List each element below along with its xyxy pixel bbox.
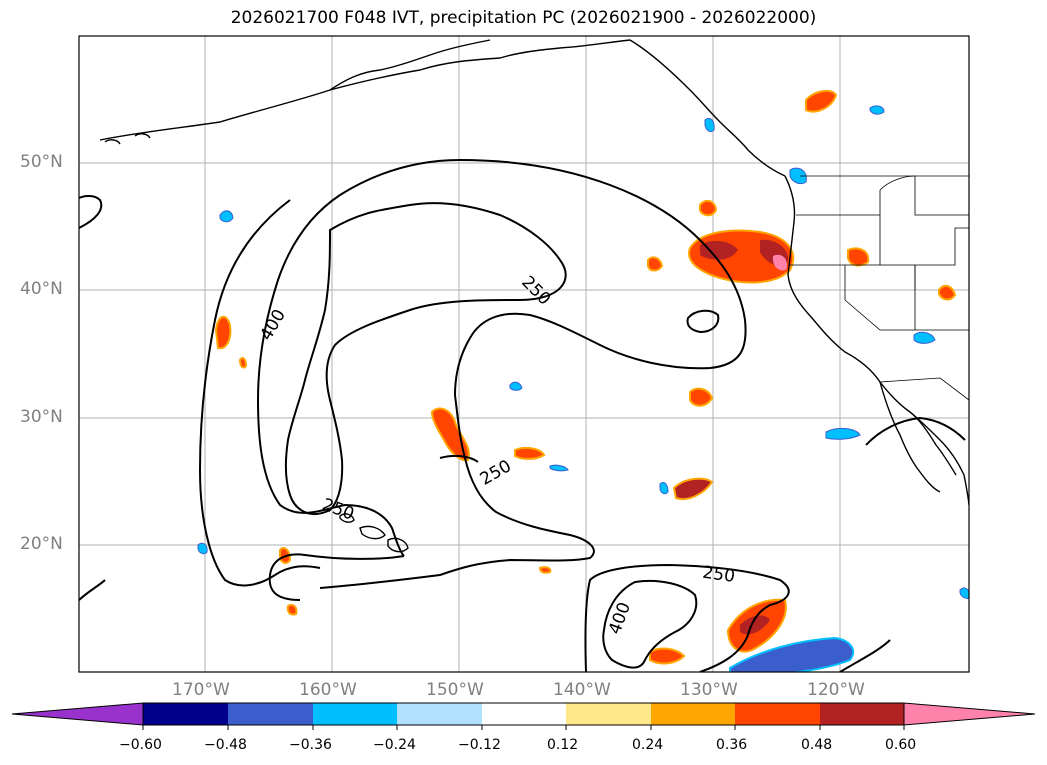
lat-label-20n: 20°N bbox=[20, 534, 63, 554]
contour-label-250c: 250 bbox=[319, 495, 356, 525]
colorbar-segment bbox=[651, 703, 735, 725]
colorbar-segment bbox=[820, 703, 904, 725]
colorbar-tick-label: 0.60 bbox=[885, 737, 917, 753]
contour-label-400b: 400 bbox=[605, 600, 635, 637]
lon-label-170w: 170°W bbox=[172, 680, 230, 700]
contour-label-400a: 400 bbox=[256, 306, 290, 344]
colorbar-tick-label: 0.36 bbox=[716, 737, 748, 753]
lat-label-40n: 40°N bbox=[20, 279, 63, 299]
colorbar-segment bbox=[566, 703, 651, 725]
lon-label-120w: 120°W bbox=[807, 680, 865, 700]
colorbar-left-extend bbox=[11, 702, 144, 726]
colorbar-segment bbox=[228, 703, 313, 725]
colorbar-ticks bbox=[142, 725, 905, 730]
map-frame bbox=[78, 35, 970, 673]
political-borders bbox=[790, 175, 969, 401]
lon-label-140w: 140°W bbox=[553, 680, 611, 700]
contour-label-250b: 250 bbox=[477, 456, 515, 490]
lat-label-30n: 30°N bbox=[20, 407, 63, 427]
colorbar-segment bbox=[397, 703, 482, 725]
ivt-contours bbox=[79, 158, 966, 672]
precip-negative-patches bbox=[197, 105, 969, 672]
gridlines bbox=[79, 36, 969, 672]
colorbar-segment bbox=[735, 703, 820, 725]
colorbar-segment bbox=[482, 703, 566, 725]
colorbar bbox=[11, 702, 1036, 730]
colorbar-outline bbox=[142, 702, 905, 726]
coastlines bbox=[99, 39, 969, 553]
colorbar-tick-label: 0.12 bbox=[547, 737, 579, 753]
colorbar-segment bbox=[313, 703, 397, 725]
colorbar-tick-label: −0.60 bbox=[119, 737, 162, 753]
lat-label-50n: 50°N bbox=[20, 152, 63, 172]
map-title: 2026021700 F048 IVT, precipitation PC (2… bbox=[230, 8, 817, 28]
colorbar-tick-label: −0.36 bbox=[289, 737, 332, 753]
lon-label-130w: 130°W bbox=[680, 680, 738, 700]
map-plot-area: 250 250 400 250 250 400 bbox=[79, 36, 969, 672]
colorbar-tick-label: 0.48 bbox=[801, 737, 833, 753]
colorbar-segment bbox=[143, 703, 228, 725]
colorbar-tick-label: −0.48 bbox=[204, 737, 247, 753]
lon-label-160w: 160°W bbox=[299, 680, 357, 700]
precip-positive-patches bbox=[214, 89, 957, 665]
colorbar-tick-label: −0.24 bbox=[373, 737, 416, 753]
lon-label-150w: 150°W bbox=[426, 680, 484, 700]
colorbar-tick-label: 0.24 bbox=[632, 737, 664, 753]
colorbar-tick-label: −0.12 bbox=[458, 737, 501, 753]
colorbar-right-extend bbox=[903, 702, 1036, 726]
contour-label-250a: 250 bbox=[517, 272, 554, 309]
contour-label-250d: 250 bbox=[701, 563, 736, 587]
